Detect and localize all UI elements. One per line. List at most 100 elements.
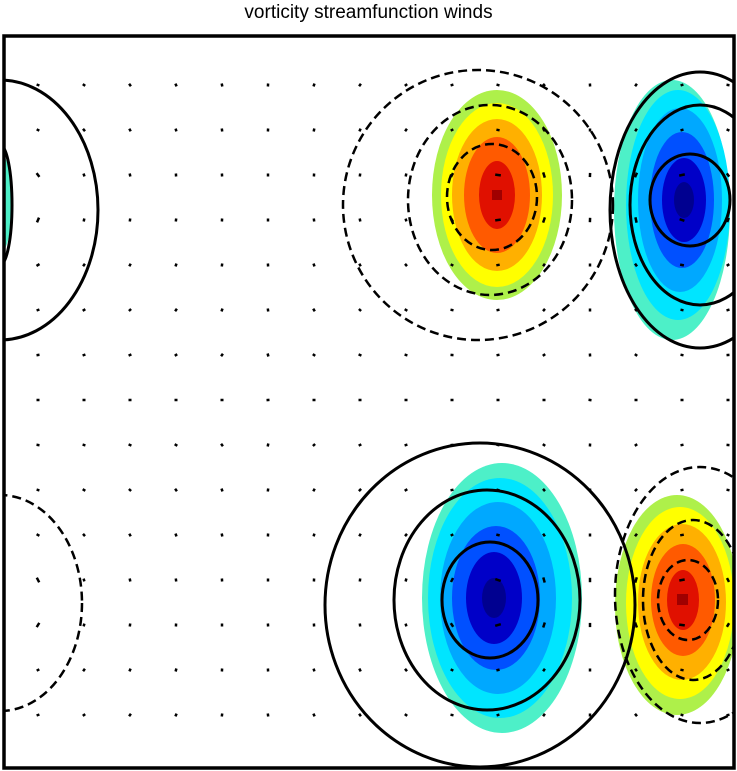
wind-arrow xyxy=(358,83,362,87)
wind-arrow xyxy=(174,668,178,672)
wind-arrow xyxy=(495,218,501,222)
wind-arrow xyxy=(128,353,132,357)
wind-arrow xyxy=(633,172,639,178)
wind-arrow xyxy=(220,308,224,312)
streamfunction-contours-solid xyxy=(4,70,734,768)
wind-arrow xyxy=(542,172,546,178)
wind-arrow xyxy=(174,353,178,357)
wind-arrow xyxy=(358,713,362,717)
wind-arrow xyxy=(358,263,362,267)
wind-arrow xyxy=(680,668,684,672)
wind-arrow xyxy=(404,308,408,312)
wind-arrow xyxy=(128,83,132,87)
wind-arrow xyxy=(82,83,86,87)
wind-arrow xyxy=(220,353,224,357)
wind-arrow xyxy=(36,668,40,672)
wind-arrow xyxy=(128,533,132,537)
wind-arrow xyxy=(679,578,685,582)
wind-arrow xyxy=(496,668,500,672)
wind-arrow xyxy=(726,128,730,132)
wind-arrow xyxy=(449,172,455,178)
wind-arrow xyxy=(634,443,638,447)
wind-arrow xyxy=(82,443,86,447)
wind-arrow xyxy=(634,83,638,87)
wind-arrow xyxy=(82,353,86,357)
wind-arrow xyxy=(82,578,86,582)
wind-arrow xyxy=(450,263,454,267)
wind-arrow xyxy=(82,127,86,133)
wind-arrow xyxy=(128,713,132,717)
wind-arrow xyxy=(174,83,178,87)
wind-arrow xyxy=(82,263,86,267)
wind-arrow xyxy=(174,263,178,267)
wind-arrow xyxy=(128,668,132,672)
wind-arrow xyxy=(358,353,362,357)
wind-arrow xyxy=(634,712,638,718)
wind-arrow xyxy=(680,128,684,132)
wind-arrow xyxy=(82,668,86,672)
wind-arrow xyxy=(450,83,454,87)
wind-arrow xyxy=(312,353,316,357)
wind-arrow xyxy=(404,83,408,87)
wind-arrow xyxy=(404,173,408,177)
wind-arrow xyxy=(680,443,684,447)
wind-arrow xyxy=(312,308,316,312)
wind-arrow xyxy=(174,533,178,537)
wind-arrow xyxy=(312,533,316,537)
wind-arrow xyxy=(679,263,685,267)
wind-arrow xyxy=(542,263,546,267)
wind-arrow xyxy=(726,533,730,537)
wind-arrow xyxy=(358,128,362,132)
wind-arrow xyxy=(450,308,454,312)
wind-arrow xyxy=(726,668,730,672)
wind-arrow xyxy=(633,622,639,628)
wind-arrow xyxy=(496,263,500,267)
wind-arrow xyxy=(312,713,316,717)
wind-arrow xyxy=(634,532,638,538)
wind-arrow xyxy=(542,668,546,672)
wind-arrow xyxy=(542,532,546,538)
wind-arrow xyxy=(496,443,500,447)
vorticity-fill-positive-top xyxy=(432,90,562,300)
vorticity-fill-negative-bottom xyxy=(422,463,582,733)
wind-arrow xyxy=(680,713,684,717)
wind-arrow xyxy=(450,713,454,717)
wind-arrow xyxy=(404,713,408,717)
wind-arrow xyxy=(220,83,224,87)
wind-arrow xyxy=(36,83,40,87)
wind-arrow xyxy=(358,668,362,672)
wind-arrow xyxy=(542,353,546,357)
wind-arrow xyxy=(495,173,501,177)
wind-arrow xyxy=(404,667,408,673)
wind-arrow xyxy=(633,262,639,268)
wind-arrow xyxy=(404,443,408,447)
wind-arrow xyxy=(128,173,132,177)
wind-arrow xyxy=(82,533,86,537)
wind-arrow xyxy=(312,263,316,267)
wind-arrow xyxy=(82,623,86,627)
wind-arrow xyxy=(404,533,408,537)
wind-arrow xyxy=(634,217,638,223)
wind-arrow xyxy=(35,533,41,537)
wind-arrow xyxy=(449,217,455,223)
wind-arrow xyxy=(496,488,500,492)
wind-arrow xyxy=(634,353,638,357)
wind-arrow xyxy=(35,172,41,178)
wind-arrow xyxy=(634,308,638,312)
wind-arrow xyxy=(35,263,41,267)
wind-arrow xyxy=(312,128,316,132)
wind-arrow xyxy=(312,83,316,87)
wind-arrow xyxy=(358,308,362,312)
wind-arrow xyxy=(404,623,408,627)
wind-arrow xyxy=(680,488,684,492)
wind-arrow xyxy=(404,218,408,222)
wind-arrow xyxy=(36,488,40,492)
wind-arrow xyxy=(404,578,408,582)
wind-arrow xyxy=(35,577,41,583)
wind-arrow xyxy=(82,713,86,717)
wind-arrow xyxy=(36,308,40,312)
wind-arrow xyxy=(358,218,362,222)
wind-arrow xyxy=(542,128,546,132)
plot-title: vorticity streamfunction winds xyxy=(244,2,493,23)
